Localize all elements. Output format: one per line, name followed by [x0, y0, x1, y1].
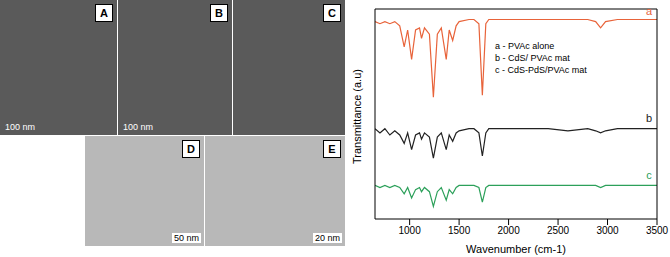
- svg-text:2500: 2500: [547, 225, 570, 236]
- svg-text:1500: 1500: [448, 225, 471, 236]
- svg-text:Wavenumber (cm-1): Wavenumber (cm-1): [466, 243, 566, 255]
- html-text:B: B: [215, 7, 223, 19]
- html-text:a - PVAc alone: a - PVAc alone: [495, 41, 555, 51]
- html-text:C: C: [328, 7, 336, 19]
- svg-text:3500: 3500: [646, 225, 662, 236]
- svg-text:3000: 3000: [596, 225, 619, 236]
- html-text:c - CdS-PdS/PVAc mat: c - CdS-PdS/PVAc mat: [495, 65, 587, 75]
- svg-text:1000: 1000: [399, 225, 422, 236]
- html-text:20 nm: 20 nm: [315, 233, 340, 243]
- svg-text:2000: 2000: [497, 225, 520, 236]
- html-text:50 nm: 50 nm: [174, 233, 199, 243]
- html-text:b - CdS/ PVAc mat: b - CdS/ PVAc mat: [495, 53, 570, 63]
- html-text:E: E: [328, 143, 336, 155]
- svg-text:a: a: [646, 5, 653, 17]
- html-text:100 nm: 100 nm: [5, 122, 35, 132]
- html-text:A: A: [100, 7, 108, 19]
- html-text:D: D: [187, 143, 195, 155]
- svg-text:c: c: [646, 169, 652, 181]
- html-text:100 nm: 100 nm: [123, 122, 153, 132]
- svg-text:Transmittance (a.u): Transmittance (a.u): [351, 69, 363, 164]
- svg-text:b: b: [646, 112, 652, 124]
